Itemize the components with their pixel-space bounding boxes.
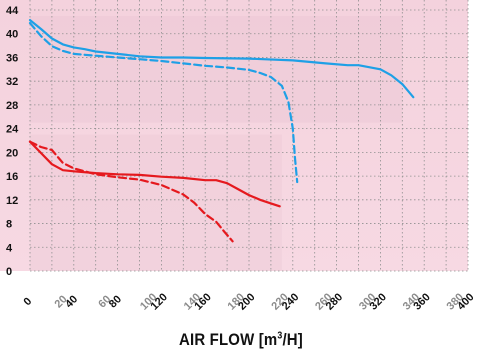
y-tick-label: 36	[6, 52, 18, 64]
x-tick-label: 0	[21, 295, 34, 308]
series-line-4	[28, 140, 234, 243]
x-tick-label: 80	[107, 293, 124, 310]
y-tick-label: 28	[6, 100, 18, 112]
y-tick-label: 32	[6, 76, 18, 88]
plot-area	[0, 0, 468, 271]
series-line-3	[28, 140, 281, 208]
x-tick-label: 40	[63, 293, 80, 310]
y-tick-label: 20	[6, 147, 18, 159]
y-tick-label: 40	[6, 29, 18, 41]
y-tick-label: 24	[6, 124, 19, 136]
y-tick-label: 0	[6, 266, 12, 278]
series-line-1	[28, 19, 415, 99]
y-tick-label: 16	[6, 171, 18, 183]
y-tick-label: 44	[6, 5, 19, 17]
y-tick-label: 8	[6, 219, 12, 231]
x-axis-label: AIR FLOW [m3/H]	[179, 330, 303, 349]
shaded-region-lower	[30, 134, 282, 271]
y-tick-label: 12	[6, 195, 18, 207]
shaded-region-upper	[30, 15, 403, 123]
y-tick-label: 4	[6, 242, 13, 254]
series-line-2	[28, 22, 299, 184]
